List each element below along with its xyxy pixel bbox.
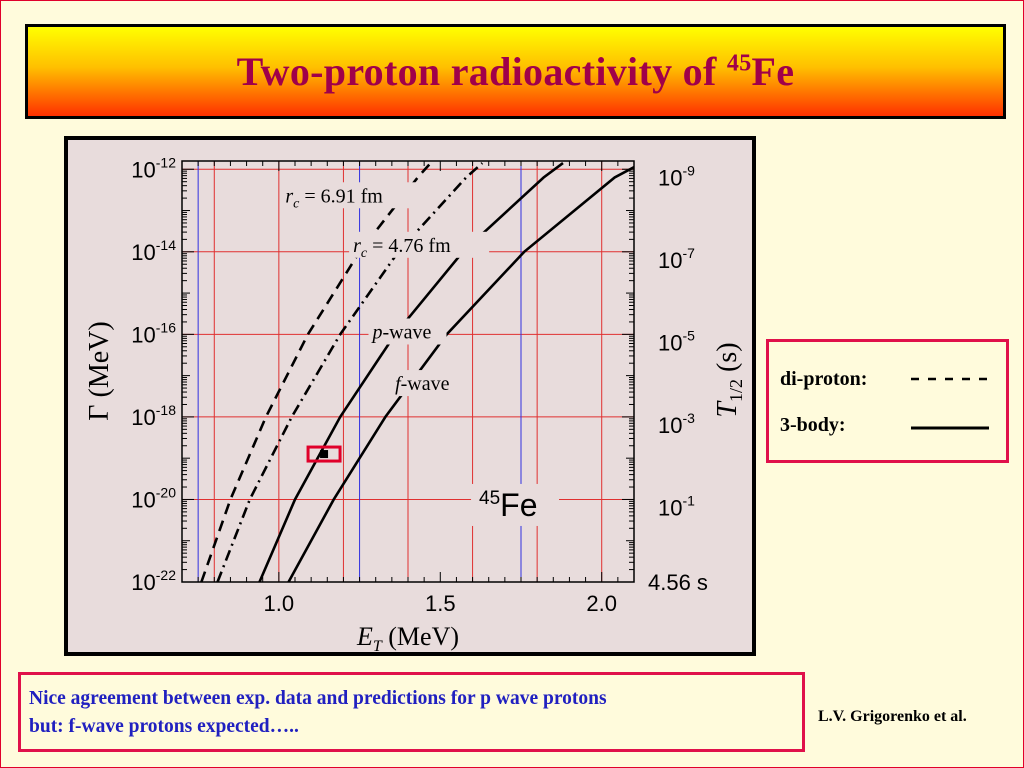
conclusion-note: Nice agreement between exp. data and pre… [18,672,805,752]
annotation-bg-1 [349,231,490,258]
y-tick-label-right-2: 10-5 [658,328,695,356]
y-axis-label-left: Γ (MeV) [84,321,115,420]
annotation-bg-0 [281,182,422,209]
y-tick-label-right-1: 10-7 [658,245,695,273]
experimental-point-marker [320,450,329,459]
title-mass-number: 45 [726,50,752,77]
isotope-label: 45Fe [479,487,537,523]
x-axis-label: ET (MeV) [356,622,459,652]
annotation-0: rc = 6.91 fm [285,185,383,211]
annotation-1: rc = 4.76 fm [353,235,451,261]
x-tick-label-2: 2.0 [586,591,617,616]
legend-dashed-line [911,377,996,381]
x-tick-label-0: 1.0 [264,591,295,616]
y-tick-label-left-3: 10-18 [131,402,176,430]
slide-title: Two-proton radioactivity of 45Fe [237,48,795,95]
isotope-label-bg [471,483,560,526]
experimental-point-box [306,445,342,463]
y-tick-label-right-5: 4.56 s [648,570,708,595]
annotation-bg-3 [391,370,470,397]
y-tick-label-right-4: 10-1 [658,493,695,521]
y-tick-label-right-3: 10-3 [658,410,695,438]
y-tick-label-left-0: 10-12 [131,154,176,182]
series-line-1 [216,162,484,582]
x-tick-label-1: 1.5 [425,591,456,616]
y-axis-label-right: T1/2 (s) [712,342,746,417]
note-line-2: but: f-wave protons expected….. [29,716,299,737]
decay-width-chart: rc = 6.91 fm rc = 4.76 fm p-wave f-wave 45Fe… [84,154,746,652]
author-credit: L.V. Grigorenko et al. [818,708,967,725]
y-tick-label-right-0: 10-9 [658,163,695,191]
note-line-1: Nice agreement between exp. data and pre… [29,688,607,709]
title-element: Fe [751,49,795,94]
annotation-2: p-wave [370,321,431,343]
y-tick-label-left-2: 10-16 [131,319,176,347]
chart-panel: rc = 6.91 fm rc = 4.76 fm p-wave f-wave 45Fe… [64,136,756,656]
annotation-bg-2 [368,318,447,345]
legend: di-proton: 3-body: [766,339,1009,463]
legend-solid-line [911,426,989,430]
y-tick-label-left-5: 10-22 [131,567,176,595]
title-banner: Two-proton radioactivity of 45Fe [25,24,1006,119]
y-tick-label-left-1: 10-14 [131,237,176,265]
legend-diproton-label: di-proton: [780,368,868,390]
title-main: Two-proton radioactivity of [236,49,717,94]
legend-3body-label: 3-body: [780,414,846,436]
annotation-3: f-wave [395,373,450,395]
y-tick-label-left-4: 10-20 [131,484,176,512]
series-line-3 [287,166,634,582]
